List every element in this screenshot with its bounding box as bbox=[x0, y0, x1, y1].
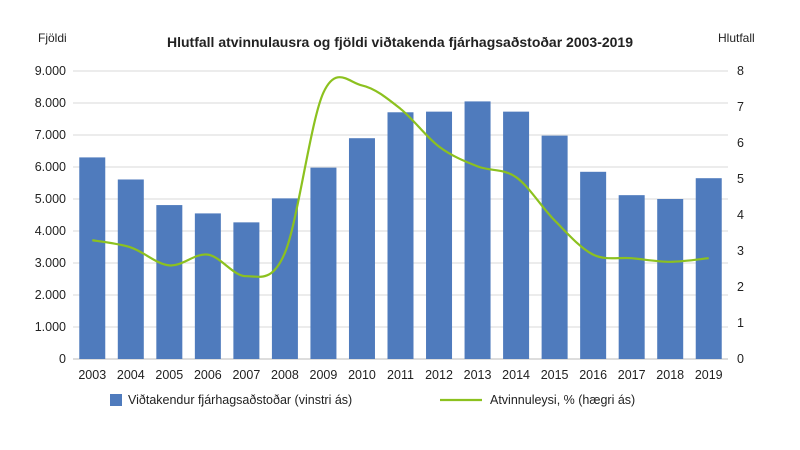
left-tick-label: 3.000 bbox=[35, 256, 66, 270]
legend-bar-label: Viðtakendur fjárhagsaðstoðar (vinstri ás… bbox=[128, 393, 352, 407]
left-tick-label: 8.000 bbox=[35, 96, 66, 110]
left-tick-label: 7.000 bbox=[35, 128, 66, 142]
right-tick-label: 1 bbox=[737, 316, 744, 330]
x-tick-label: 2006 bbox=[194, 368, 222, 382]
left-tick-label: 6.000 bbox=[35, 160, 66, 174]
left-tick-label: 0 bbox=[59, 352, 66, 366]
right-tick-label: 4 bbox=[737, 208, 744, 222]
bar bbox=[79, 157, 105, 359]
bar bbox=[426, 112, 452, 359]
bar bbox=[156, 205, 182, 359]
right-tick-label: 6 bbox=[737, 136, 744, 150]
bar bbox=[388, 112, 414, 359]
right-tick-label: 7 bbox=[737, 100, 744, 114]
x-tick-label: 2011 bbox=[387, 368, 414, 382]
left-tick-label: 1.000 bbox=[35, 320, 66, 334]
right-axis-label: Hlutfall bbox=[718, 31, 755, 45]
bar bbox=[349, 138, 375, 359]
x-tick-label: 2010 bbox=[348, 368, 376, 382]
x-tick-label: 2004 bbox=[117, 368, 145, 382]
x-tick-label: 2015 bbox=[541, 368, 569, 382]
bar bbox=[465, 101, 491, 359]
legend-line-label: Atvinnuleysi, % (hægri ás) bbox=[490, 393, 635, 407]
bar bbox=[580, 172, 606, 359]
right-tick-label: 5 bbox=[737, 172, 744, 186]
x-tick-label: 2013 bbox=[464, 368, 492, 382]
x-tick-label: 2018 bbox=[656, 368, 684, 382]
chart-title: Hlutfall atvinnulausra og fjöldi viðtake… bbox=[167, 34, 633, 50]
x-tick-label: 2007 bbox=[232, 368, 260, 382]
left-tick-label: 5.000 bbox=[35, 192, 66, 206]
bar bbox=[542, 136, 568, 359]
bar bbox=[118, 179, 144, 359]
bar bbox=[503, 112, 529, 359]
bar bbox=[657, 199, 683, 359]
bar bbox=[310, 168, 336, 359]
left-tick-label: 4.000 bbox=[35, 224, 66, 238]
x-tick-label: 2017 bbox=[618, 368, 646, 382]
x-tick-label: 2009 bbox=[310, 368, 338, 382]
left-axis-label: Fjöldi bbox=[38, 31, 67, 45]
bar bbox=[195, 213, 221, 359]
x-tick-label: 2014 bbox=[502, 368, 530, 382]
bar bbox=[696, 178, 722, 359]
right-tick-label: 2 bbox=[737, 280, 744, 294]
x-tick-label: 2003 bbox=[78, 368, 106, 382]
bar bbox=[233, 222, 259, 359]
right-tick-label: 3 bbox=[737, 244, 744, 258]
x-tick-label: 2019 bbox=[695, 368, 723, 382]
left-tick-label: 2.000 bbox=[35, 288, 66, 302]
right-tick-label: 8 bbox=[737, 64, 744, 78]
x-tick-label: 2005 bbox=[155, 368, 183, 382]
x-tick-label: 2016 bbox=[579, 368, 607, 382]
x-tick-label: 2012 bbox=[425, 368, 453, 382]
right-tick-label: 0 bbox=[737, 352, 744, 366]
x-tick-label: 2008 bbox=[271, 368, 299, 382]
bar bbox=[619, 195, 645, 359]
legend-bar-swatch bbox=[110, 394, 122, 406]
left-tick-label: 9.000 bbox=[35, 64, 66, 78]
